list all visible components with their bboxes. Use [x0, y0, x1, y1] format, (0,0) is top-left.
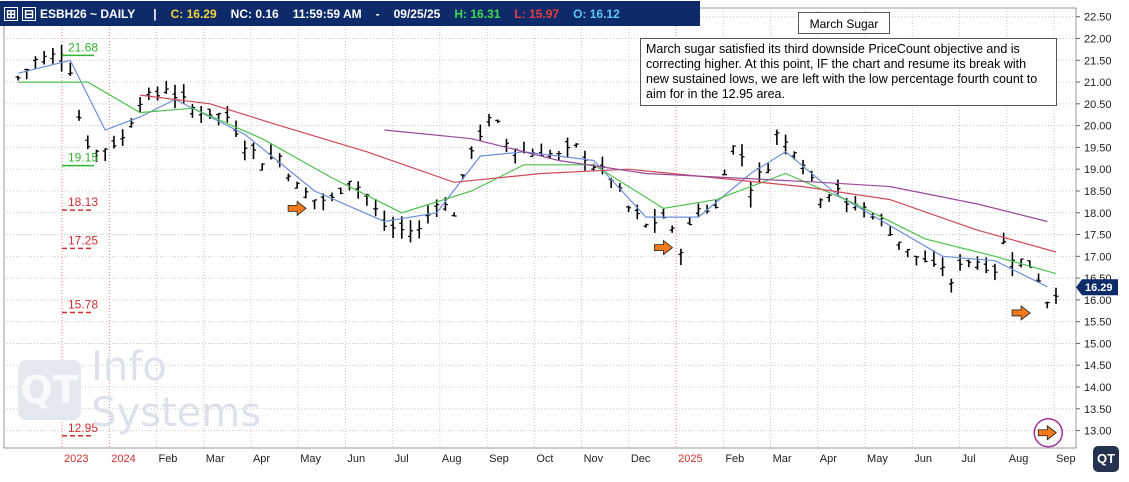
y-tick-label: 13.50 [1084, 404, 1112, 416]
target-circle [1033, 418, 1064, 448]
x-tick-label: Jun [347, 453, 365, 465]
x-tick-label: Aug [1009, 453, 1029, 465]
moving-average-line-2 [18, 81, 1057, 275]
y-tick-label: 18.50 [1084, 186, 1112, 198]
y-tick-label: 14.50 [1084, 360, 1112, 372]
moving-average-line-4 [384, 129, 1048, 223]
arrow-right-icon [1011, 305, 1031, 321]
quote-time: 11:59:59 AM [292, 6, 362, 21]
x-tick-label: May [867, 453, 888, 465]
y-tick-label: 20.00 [1084, 121, 1112, 133]
open-value: O: 16.12 [573, 6, 620, 21]
x-tick-label: Apr [253, 453, 270, 465]
qt-logo-icon[interactable]: QT [1093, 446, 1119, 472]
y-tick-label: 22.50 [1084, 12, 1112, 24]
arrow-right-icon [654, 239, 674, 256]
y-tick-label: 22.00 [1084, 33, 1112, 45]
y-tick-label: 21.00 [1084, 77, 1112, 89]
y-tick-label: 15.50 [1084, 317, 1112, 329]
net-change-value: NC: 0.16 [230, 6, 279, 21]
x-tick-label: Oct [536, 453, 553, 465]
annotation-title[interactable]: March Sugar [798, 12, 890, 34]
close-value: C: 16.29 [170, 6, 217, 21]
y-tick-label: 17.00 [1084, 251, 1112, 263]
quote-date: 09/25/25 [393, 6, 441, 21]
symbol-label[interactable]: ESBH26 ~ DAILY [40, 6, 136, 21]
x-tick-label: Mar [773, 453, 792, 465]
y-tick-label: 21.50 [1084, 55, 1112, 67]
x-tick-label: Nov [584, 453, 604, 465]
y-tick-label: 17.50 [1084, 230, 1112, 242]
y-tick-label: 18.00 [1084, 208, 1112, 220]
x-tick-label: 2025 [678, 453, 702, 465]
header-dash: - [375, 6, 380, 21]
y-tick-label: 19.50 [1084, 142, 1112, 154]
header-separator: | [153, 6, 157, 21]
x-tick-label: Sep [489, 453, 509, 465]
annotation-note[interactable]: March sugar satisfied its third downside… [640, 38, 1057, 106]
count-level-label: 12.95 [68, 421, 98, 435]
arrow-right-icon [287, 200, 307, 217]
x-tick-label: 2024 [111, 453, 135, 465]
last-price-tag [1076, 279, 1118, 296]
x-tick-label: Dec [631, 453, 651, 465]
last-price-label: 16.29 [1085, 282, 1113, 294]
minimize-icon[interactable]: ⊟ [22, 6, 36, 21]
count-level-label: 17.25 [68, 233, 98, 247]
x-tick-label: Mar [206, 453, 225, 465]
x-tick-label: Aug [442, 453, 462, 465]
count-level-label: 19.15 [68, 151, 98, 165]
y-tick-label: 15.00 [1084, 338, 1112, 350]
y-tick-label: 20.50 [1084, 99, 1112, 111]
x-tick-label: Jul [395, 453, 409, 465]
y-tick-label: 14.00 [1084, 382, 1112, 394]
x-tick-label: Sep [1056, 453, 1076, 465]
x-tick-label: May [300, 453, 321, 465]
count-level-label: 18.13 [68, 195, 98, 209]
y-tick-label: 19.00 [1084, 164, 1112, 176]
x-tick-label: Feb [725, 453, 744, 465]
x-tick-label: Feb [158, 453, 177, 465]
x-tick-label: 2023 [64, 453, 88, 465]
high-value: H: 16.31 [454, 6, 501, 21]
count-level-label: 21.68 [68, 40, 98, 54]
moving-average-line-3 [140, 94, 1057, 253]
y-tick-label: 16.00 [1084, 295, 1112, 307]
x-tick-label: Jul [962, 453, 976, 465]
x-tick-label: Apr [820, 453, 837, 465]
x-tick-label: Jun [914, 453, 932, 465]
expand-icon[interactable]: ⊞ [4, 6, 18, 21]
low-value: L: 15.97 [514, 6, 560, 21]
arrow-right-icon [1037, 424, 1057, 441]
quote-header: ⊞ ⊟ ESBH26 ~ DAILY | C: 16.29 NC: 0.16 1… [0, 1, 700, 26]
count-level-label: 15.78 [68, 297, 98, 311]
y-tick-label: 13.00 [1084, 426, 1112, 438]
